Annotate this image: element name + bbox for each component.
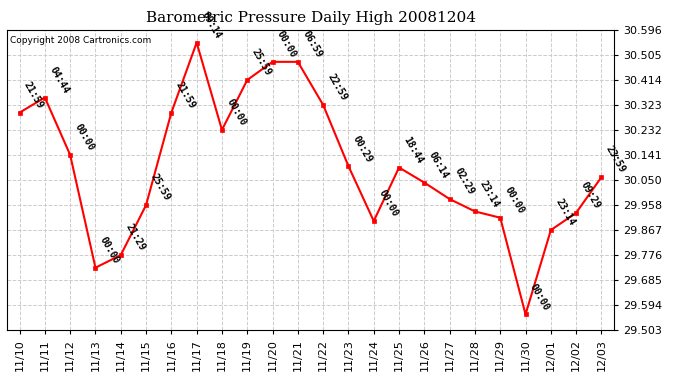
Text: 25:59: 25:59 bbox=[148, 172, 172, 203]
Text: 18:44: 18:44 bbox=[402, 135, 425, 165]
Text: 25:59: 25:59 bbox=[250, 47, 273, 78]
Text: 00:00: 00:00 bbox=[503, 185, 526, 216]
Text: Barometric Pressure Daily High 20081204: Barometric Pressure Daily High 20081204 bbox=[146, 11, 475, 25]
Text: 21:59: 21:59 bbox=[174, 80, 197, 110]
Text: 22:59: 22:59 bbox=[326, 72, 349, 103]
Text: 00:00: 00:00 bbox=[224, 97, 248, 128]
Text: 23:14: 23:14 bbox=[553, 198, 577, 228]
Text: 09:29: 09:29 bbox=[579, 180, 602, 211]
Text: 00:00: 00:00 bbox=[275, 29, 299, 60]
Text: 21:29: 21:29 bbox=[124, 222, 147, 253]
Text: 23:59: 23:59 bbox=[604, 144, 627, 175]
Text: 21:59: 21:59 bbox=[22, 80, 46, 110]
Text: 06:14: 06:14 bbox=[427, 150, 451, 180]
Text: 00:00: 00:00 bbox=[376, 188, 400, 219]
Text: 06:59: 06:59 bbox=[300, 29, 324, 60]
Text: Copyright 2008 Cartronics.com: Copyright 2008 Cartronics.com bbox=[10, 36, 151, 45]
Text: 09:14: 09:14 bbox=[199, 10, 223, 40]
Text: 02:29: 02:29 bbox=[452, 166, 475, 197]
Text: 00:00: 00:00 bbox=[72, 122, 96, 153]
Text: 23:14: 23:14 bbox=[477, 179, 501, 209]
Text: 04:44: 04:44 bbox=[48, 65, 71, 95]
Text: 00:00: 00:00 bbox=[98, 235, 121, 266]
Text: 00:29: 00:29 bbox=[351, 134, 375, 164]
Text: 00:00: 00:00 bbox=[528, 282, 551, 312]
